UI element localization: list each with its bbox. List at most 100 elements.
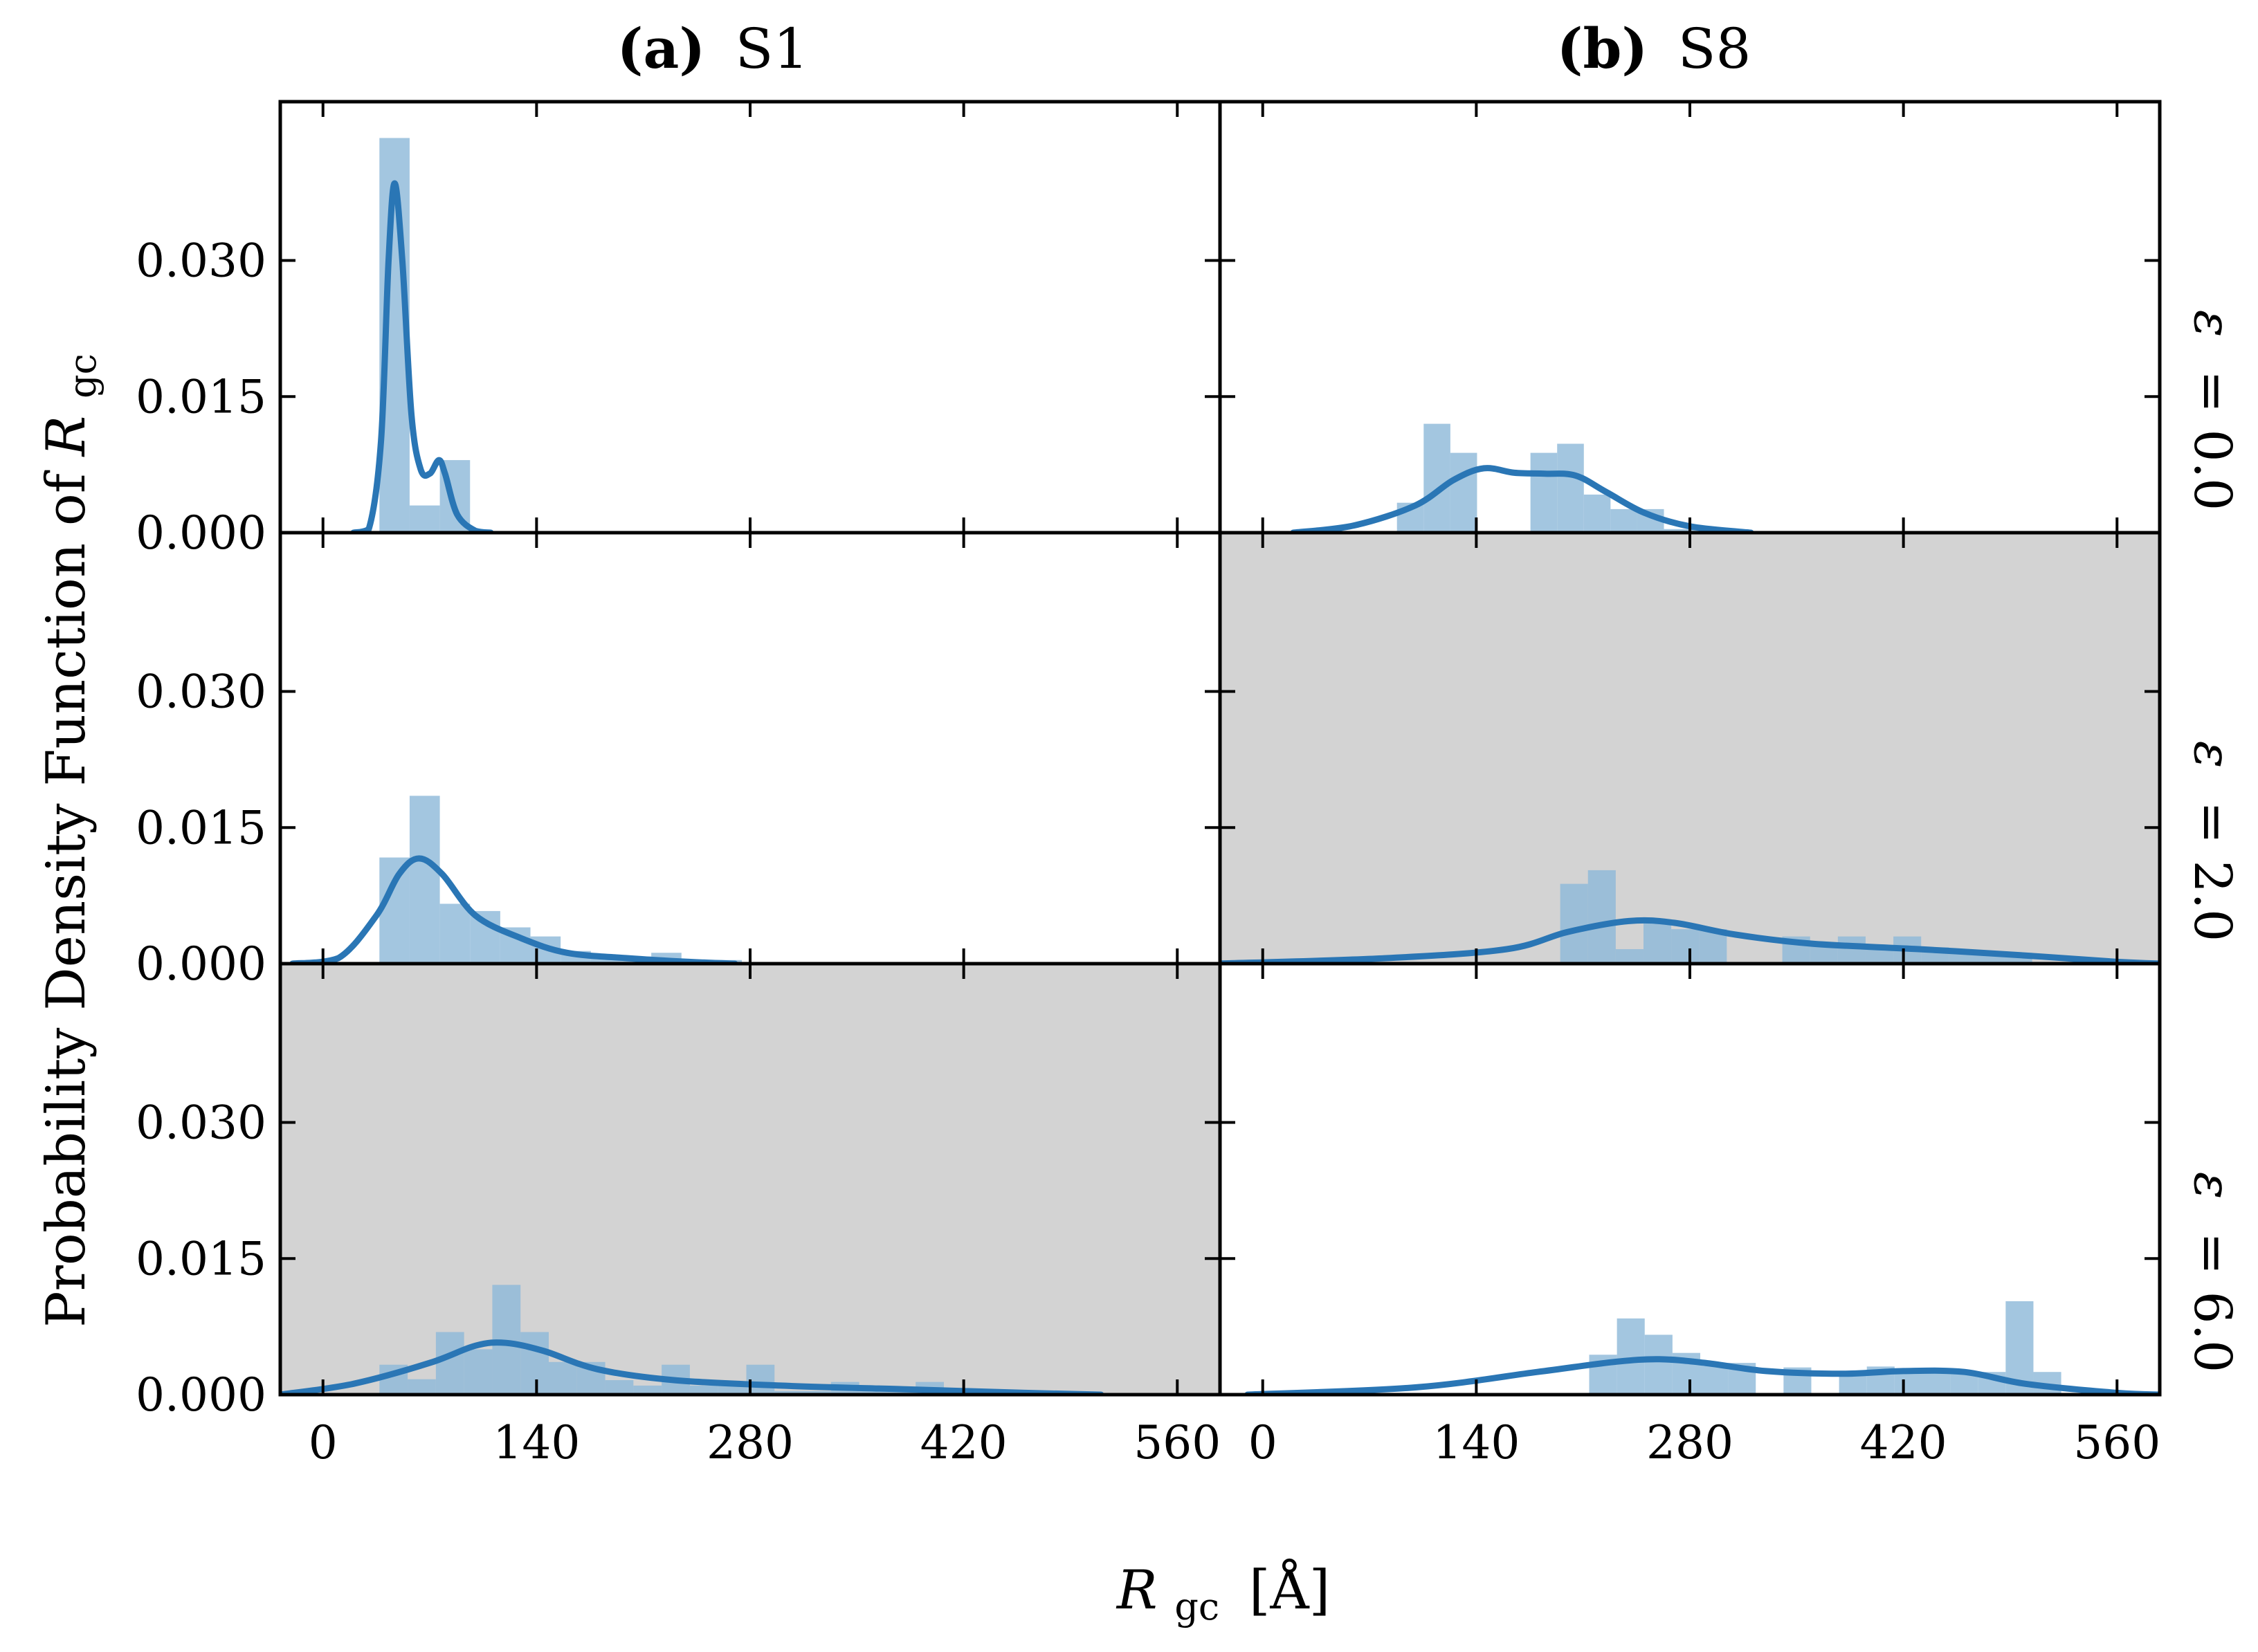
panel-r1-c0-ytick-label-2: 0.030	[136, 666, 266, 719]
panel-r2-c0-plot-area	[280, 1285, 1104, 1395]
panel-r2-c1-background	[1220, 964, 2160, 1395]
panel-r2-c0-bar-17	[859, 1391, 888, 1395]
panel-r0-c1	[1218, 100, 2162, 535]
panel-r2-c0-background	[280, 964, 1220, 1395]
panel-r2-c0-bar-5	[520, 1332, 549, 1395]
panel-r2-c0-xtick-label-0: 0	[309, 1416, 338, 1469]
panel-r1-c0-bar-7	[590, 956, 621, 964]
panel-r1-c0-bar-0	[379, 857, 410, 964]
panel-r0-c0-kde-line	[350, 180, 494, 533]
y-axis-label-prefix: Probability Density Function of	[35, 456, 98, 1327]
labels-layer: (a) S1 (b) S8 ε = 0.0 ε = 2.0	[35, 16, 2242, 1633]
panel-r1-c1-bar-4	[1671, 929, 1700, 964]
panel-r1-c1-bar-14	[1949, 953, 1977, 964]
panel-r2-c1-xtick-label-0: 0	[1248, 1416, 1277, 1469]
x-axis-label-var: R	[1116, 1559, 1158, 1622]
panel-r0-c1-bar-5	[1530, 452, 1558, 533]
panel-r2-c1-bar-12	[1922, 1372, 1951, 1395]
panels-layer: 0.000 0.015 0.030 0.000 0.015 0.030 0.000 0.015…	[136, 100, 2162, 1469]
row-label-0: ε = 0.0	[2183, 310, 2242, 511]
panel-r2-c1-xtick-label-1: 140	[1432, 1416, 1520, 1469]
x-axis-label-unit: [Å]	[1249, 1558, 1330, 1622]
y-axis-label-sub: gc	[61, 354, 104, 398]
panel-r2-c0-bar-12	[718, 1385, 747, 1395]
panel-r0-c0-plot-area	[350, 138, 494, 533]
panel-r2-c1-xtick-label-4: 560	[2073, 1416, 2160, 1469]
panel-r2-c1-bar-9	[1839, 1373, 1867, 1395]
panel-r1-c1	[1218, 531, 2162, 966]
panel-r2-c0-bar-15	[803, 1391, 831, 1395]
panel-r2-c0-bar-2	[435, 1332, 464, 1395]
panel-r2-c0-bar-18	[887, 1391, 916, 1395]
row-label-1-value: = 2.0	[2183, 801, 2242, 942]
panel-r2-c0-xtick-label-1: 140	[493, 1416, 580, 1469]
panel-r0-c0-ytick-label-0: 0.000	[136, 506, 266, 560]
y-axis-label: Probability Density Function of R gc	[35, 354, 104, 1328]
panel-r1-c0-bar-2	[439, 903, 471, 964]
row-label-2: ε = 6.0	[2183, 1172, 2242, 1373]
panel-r2-c0-bar-8	[605, 1380, 634, 1395]
column-title-b: (b) S8	[1557, 16, 1751, 81]
panel-r1-c1-bar-10	[1837, 936, 1866, 964]
panel-r1-c1-plot-area	[1220, 870, 2160, 964]
panel-r0-c1-bar-8	[1610, 508, 1637, 533]
panel-r2-c0-xtick-label-2: 280	[707, 1416, 794, 1469]
panel-r2-c0-ytick-label-2: 0.030	[136, 1096, 266, 1150]
panel-r0-c0-ytick-label-1: 0.015	[136, 370, 266, 423]
svg-text:ε = 6.0: ε = 6.0	[2183, 1172, 2242, 1373]
panel-r0-c1-kde-line	[1290, 465, 1754, 533]
panel-r2-c1-kde-line	[1244, 1356, 2160, 1395]
panel-r2-c1-xtick-label-2: 280	[1646, 1416, 1733, 1469]
panel-r2-c1-bar-2	[1644, 1334, 1673, 1395]
svg-text:Probability Density Function o: Probability Density Function of R gc	[35, 354, 104, 1328]
panel-r1-c0-ytick-label-1: 0.015	[136, 801, 266, 854]
panel-r2-c1-bar-13	[1950, 1373, 1978, 1395]
panel-r1-c1-bar-2	[1615, 949, 1644, 964]
x-axis-label: R gc [Å]	[1116, 1558, 1330, 1633]
panel-r1-c1-bar-3	[1643, 920, 1672, 964]
panel-r2-c1-xtick-label-3: 420	[1860, 1416, 1947, 1469]
panel-r2-c0: 0.000 0.015 0.030 0 140 280 420 560	[136, 962, 1222, 1469]
panel-r0-c1-bar-10	[1664, 529, 1691, 533]
row-label-0-symbol: ε	[2183, 310, 2242, 338]
panel-r1-c1-kde-line	[1220, 917, 2160, 964]
column-title-a-name: S1	[736, 17, 809, 81]
panel-r0-c1-bar-6	[1557, 443, 1584, 533]
svg-text:ε = 2.0: ε = 2.0	[2183, 741, 2242, 942]
row-label-0-value: = 0.0	[2183, 370, 2242, 511]
panel-r2-c1-bar-11	[1894, 1372, 1922, 1395]
panel-r2-c0-kde-line	[280, 1339, 1104, 1395]
panel-r2-c0-ytick-label-1: 0.015	[136, 1232, 266, 1285]
panel-r1-c1-background	[1220, 533, 2160, 964]
panel-r2-c0-xtick-label-3: 420	[920, 1416, 1008, 1469]
panel-r1-c1-bar-1	[1587, 870, 1616, 964]
panel-r2-c0-bar-3	[464, 1349, 493, 1395]
row-label-2-value: = 6.0	[2183, 1232, 2242, 1373]
panel-r0-c0-bar-1	[409, 505, 440, 533]
panel-r1-c0-plot-area	[289, 796, 743, 964]
panel-r2-c0-bar-11	[689, 1385, 718, 1395]
panel-r2-c0-bar-6	[549, 1361, 577, 1395]
panel-r2-c1-plot-area	[1244, 1301, 2160, 1395]
panel-r0-c1-bar-2	[1450, 452, 1477, 533]
panel-r1-c1-bar-9	[1810, 945, 1838, 964]
panel-r2-c0-bar-9	[633, 1385, 662, 1395]
column-title-a-bold: (a)	[617, 16, 706, 81]
panel-r2-c1-bar-1	[1617, 1318, 1645, 1395]
y-axis-label-var: R	[35, 416, 98, 458]
panel-r1-c0-bar-1	[409, 796, 440, 964]
panel-r2-c0-bar-14	[774, 1391, 803, 1395]
row-label-1: ε = 2.0	[2183, 741, 2242, 942]
panel-r2-c1: 0 140 280 420 560	[1218, 962, 2162, 1469]
panel-r1-c0: 0.000 0.015 0.030	[136, 531, 1222, 991]
panel-r2-c1-frame	[1218, 962, 2162, 1397]
panel-r0-c1-bar-7	[1583, 494, 1611, 533]
x-axis-label-sub: gc	[1174, 1585, 1219, 1628]
panel-r2-c0-bar-1	[408, 1379, 436, 1395]
panel-r1-c0-kde-line	[289, 855, 738, 964]
column-title-a: (a) S1	[617, 16, 809, 81]
panel-r0-c1-plot-area	[1290, 423, 1754, 533]
column-title-b-name: S8	[1678, 17, 1751, 81]
